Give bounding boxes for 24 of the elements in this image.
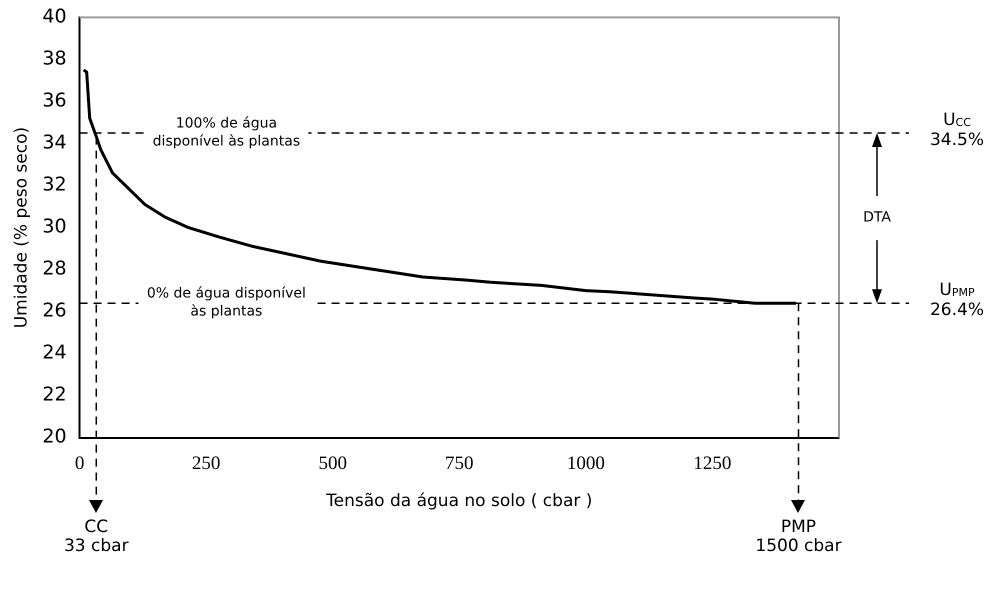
y-tick-label: 32 bbox=[42, 173, 67, 196]
x-tick-label: 1000 bbox=[566, 453, 605, 474]
ref-line-label: CC 33 cbar bbox=[64, 516, 129, 557]
y-tick-label: 26 bbox=[42, 300, 67, 322]
y-tick-label: 28 bbox=[42, 258, 67, 280]
y-tick-label: 40 bbox=[42, 5, 67, 28]
y-tick-label: 22 bbox=[42, 384, 67, 406]
ref-line-label: PMP 1500 cbar bbox=[755, 516, 842, 557]
y-tick-label: 30 bbox=[42, 216, 67, 238]
x-tick-label: 1250 bbox=[693, 453, 732, 474]
y-tick-label: 34 bbox=[42, 131, 67, 154]
text: DTA bbox=[862, 209, 892, 227]
x-tick-label: 750 bbox=[445, 453, 474, 474]
x-tick-label: 0 bbox=[74, 453, 84, 474]
y-axis-title: Umidade (% peso seco) bbox=[12, 126, 32, 328]
y-tick-label: 38 bbox=[42, 47, 67, 70]
x-tick-label: 250 bbox=[192, 453, 220, 474]
annotation: 100% de água disponível às plantas bbox=[144, 116, 308, 150]
y-tick-label: 24 bbox=[42, 342, 67, 364]
y-tick-label: 36 bbox=[42, 89, 67, 112]
x-tick-label: 500 bbox=[318, 453, 347, 474]
x-axis-title: Tensão da água no solo ( cbar ) bbox=[325, 491, 592, 512]
annotation: 0% de água disponível às plantas bbox=[138, 286, 314, 321]
y-tick-label: 20 bbox=[42, 426, 67, 448]
